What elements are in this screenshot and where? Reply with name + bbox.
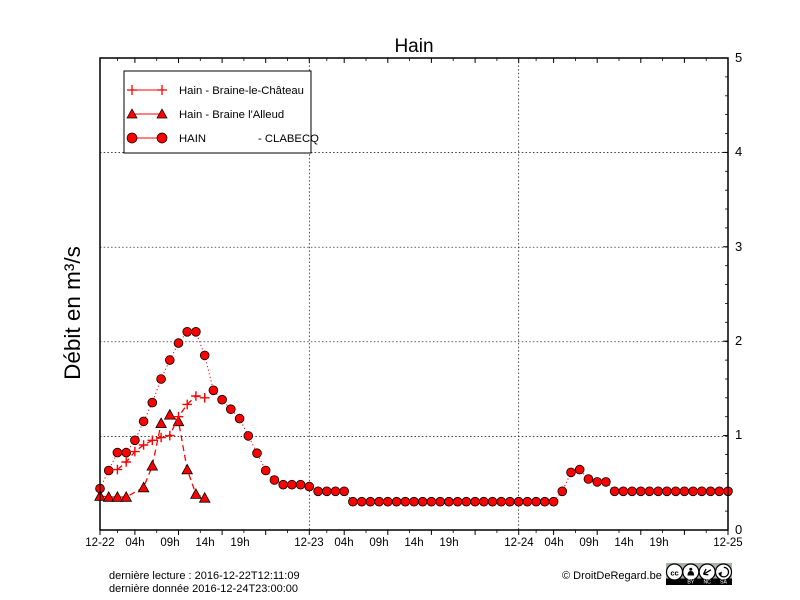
svg-text:Hain - Braine l'Alleud: Hain - Braine l'Alleud <box>179 109 284 121</box>
svg-text:Hain: Hain <box>394 36 433 57</box>
svg-text:0: 0 <box>735 522 742 537</box>
svg-text:09h: 09h <box>160 537 179 549</box>
svg-text:12-23: 12-23 <box>294 537 323 549</box>
svg-text:12-22: 12-22 <box>85 537 114 549</box>
svg-text:Débit en m³/s: Débit en m³/s <box>60 246 85 380</box>
svg-text:04h: 04h <box>544 537 563 549</box>
svg-text:04h: 04h <box>125 537 144 549</box>
svg-text:04h: 04h <box>334 537 353 549</box>
svg-text:12-24: 12-24 <box>504 537 534 549</box>
svg-text:- CLABECQ: - CLABECQ <box>258 133 319 145</box>
svg-text:5: 5 <box>735 50 742 65</box>
svg-text:12-25: 12-25 <box>713 537 742 549</box>
svg-text:19h: 19h <box>230 537 249 549</box>
svg-text:NC: NC <box>703 580 711 586</box>
svg-text:cc: cc <box>670 568 678 577</box>
svg-text:19h: 19h <box>649 537 668 549</box>
svg-text:3: 3 <box>735 239 742 254</box>
svg-text:HAIN: HAIN <box>179 133 206 145</box>
svg-text:09h: 09h <box>579 537 598 549</box>
svg-text:Hain - Braine-le-Château: Hain - Braine-le-Château <box>179 85 304 97</box>
svg-text:4: 4 <box>735 144 742 159</box>
svg-text:14h: 14h <box>404 537 423 549</box>
svg-text:dernière donnée 2016-12-24T23: dernière donnée 2016-12-24T23:00:00 <box>109 583 298 595</box>
svg-text:© DroitDeRegard.be: © DroitDeRegard.be <box>562 570 662 582</box>
svg-text:BY: BY <box>687 580 694 586</box>
svg-text:09h: 09h <box>369 537 388 549</box>
svg-text:1: 1 <box>735 427 742 442</box>
svg-text:14h: 14h <box>195 537 214 549</box>
svg-text:SA: SA <box>720 580 727 586</box>
svg-text:dernière lecture : 2016-12-22T: dernière lecture : 2016-12-22T12:11:09 <box>109 570 300 582</box>
svg-text:14h: 14h <box>614 537 633 549</box>
svg-text:19h: 19h <box>439 537 458 549</box>
svg-text:2: 2 <box>735 333 742 348</box>
